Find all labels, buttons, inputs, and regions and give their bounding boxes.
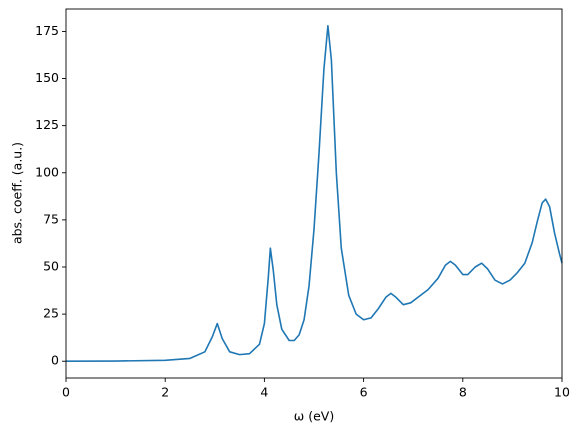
x-axis-label: ω (eV)	[294, 409, 334, 424]
x-tick-label: 10	[554, 385, 570, 400]
y-tick-label: 150	[35, 70, 59, 85]
y-tick-label: 125	[35, 117, 59, 132]
data-line	[65, 24, 563, 363]
x-tick-label: 6	[360, 385, 368, 400]
y-tick-label: 100	[35, 164, 59, 179]
y-tick-label: 50	[43, 258, 59, 273]
x-tick-label: 2	[161, 385, 169, 400]
x-tick-label: 8	[459, 385, 467, 400]
y-axis-label: abs. coeff. (a.u.)	[10, 142, 25, 244]
y-tick-label: 0	[51, 353, 59, 368]
y-tick-label: 175	[35, 23, 59, 38]
y-tick-label: 25	[43, 306, 59, 321]
y-tick-label: 75	[43, 211, 59, 226]
x-tick-label: 0	[62, 385, 70, 400]
axes-frame	[65, 8, 563, 379]
x-tick-label: 4	[260, 385, 268, 400]
